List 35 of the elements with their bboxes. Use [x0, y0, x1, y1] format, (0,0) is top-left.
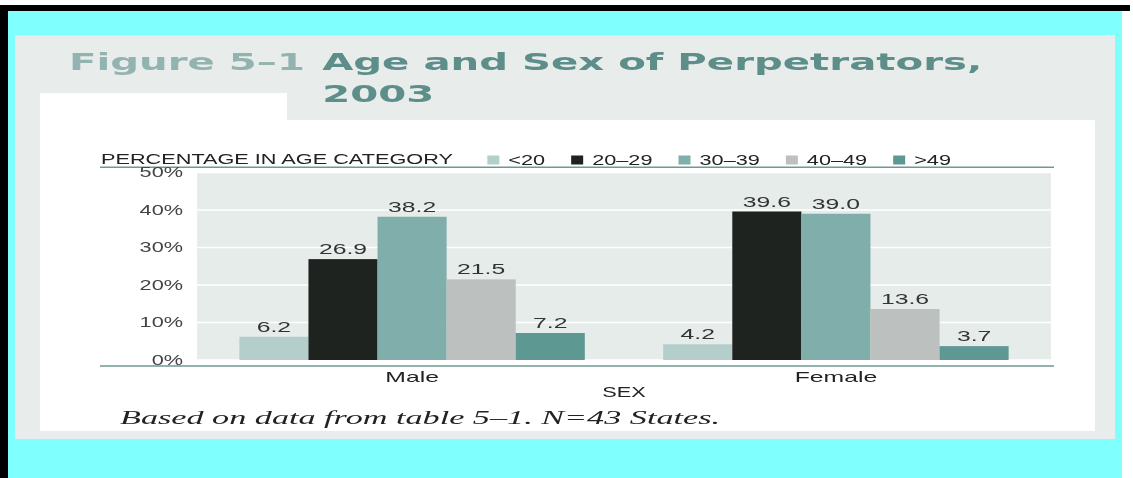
y-tick-label: 20% — [139, 276, 183, 293]
data-label: 39.6 — [742, 192, 791, 210]
data-label: 38.2 — [388, 197, 437, 215]
x-tick-label: Male — [385, 368, 439, 385]
chart-title: Figure 5–1 Age and Sex of Perpetrators, 2003 — [69, 48, 983, 108]
bar — [801, 213, 871, 360]
bar — [663, 344, 733, 360]
bar — [515, 333, 585, 360]
bar — [939, 346, 1009, 360]
y-tick-label: 30% — [139, 239, 183, 256]
data-label: 13.6 — [880, 290, 930, 307]
bar — [732, 211, 802, 360]
data-label: 6.2 — [256, 317, 292, 335]
legend-label: 40–49 — [806, 151, 868, 169]
legend-label: <20 — [508, 151, 546, 169]
y-tick-label: 0% — [151, 351, 183, 368]
bar — [239, 336, 309, 360]
legend-label: >49 — [914, 151, 951, 169]
bar — [870, 309, 940, 360]
data-label: 7.2 — [533, 314, 568, 331]
data-label: 3.7 — [956, 327, 992, 345]
bar — [308, 259, 378, 360]
bar — [377, 216, 447, 360]
data-label: 26.9 — [318, 240, 368, 258]
legend-label: 20–29 — [592, 151, 653, 169]
data-label: 4.2 — [680, 325, 715, 343]
text: Based on data from table 5–1. N=43 States. — [120, 408, 720, 428]
x-axis-title: SEX — [602, 383, 646, 401]
x-tick-label: Female — [794, 368, 878, 385]
data-label: 21.5 — [457, 260, 506, 278]
legend-label: 30–39 — [699, 151, 760, 169]
y-tick-label: 10% — [139, 314, 183, 331]
y-tick-label: 40% — [139, 201, 183, 218]
data-label: 39.0 — [811, 194, 860, 212]
bar — [446, 279, 516, 360]
